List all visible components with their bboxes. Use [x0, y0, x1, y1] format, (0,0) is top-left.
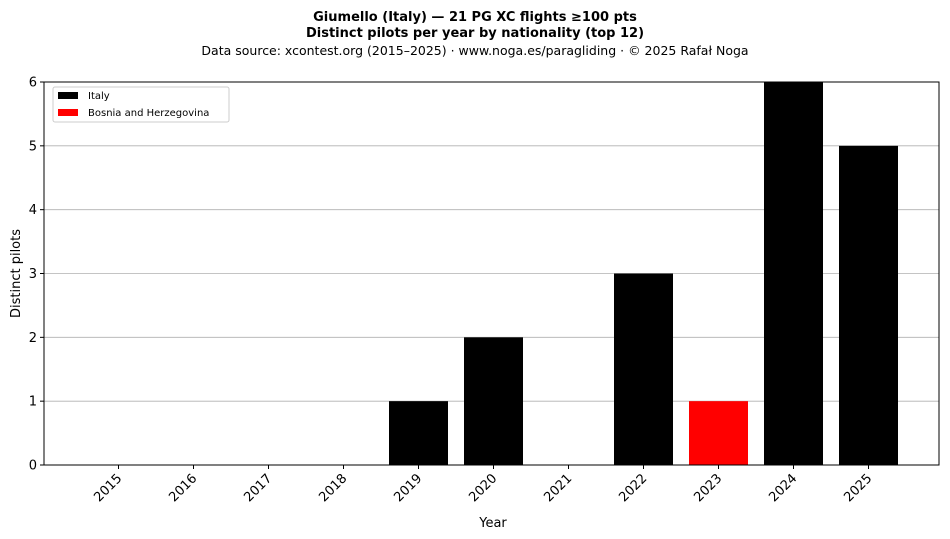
- x-tick-label: 2020: [466, 471, 500, 505]
- x-tick-label: 2018: [316, 471, 350, 505]
- x-tick-label: 2024: [766, 471, 800, 505]
- x-tick-label: 2023: [691, 471, 725, 505]
- bar-2020-italy: [464, 337, 523, 465]
- y-axis-label: Distinct pilots: [9, 229, 24, 318]
- x-axis-label: Year: [478, 516, 507, 531]
- chart-subtitle: Data source: xcontest.org (2015–2025) · …: [201, 43, 748, 58]
- bars: [389, 82, 898, 466]
- y-tick-label: 5: [29, 139, 37, 154]
- y-tick-label: 4: [29, 203, 37, 218]
- y-tick-label: 0: [29, 459, 37, 474]
- y-tick-label: 3: [29, 267, 37, 282]
- legend-label: Italy: [88, 91, 110, 102]
- y-tick-label: 2: [29, 331, 37, 346]
- y-tick-label: 6: [29, 76, 37, 91]
- x-tick-label: 2025: [841, 471, 875, 505]
- legend: Italy Bosnia and Herzegovina: [52, 86, 230, 123]
- x-axis-ticks: 2015 2016 2017 2018 2019 2020 2021 2022 2023 2024…: [91, 465, 875, 505]
- y-tick-label: 1: [29, 395, 37, 410]
- legend-swatch: [58, 109, 78, 116]
- legend-swatch: [58, 92, 78, 99]
- x-tick-label: 2022: [616, 471, 650, 505]
- x-tick-label: 2016: [166, 471, 200, 505]
- legend-label: Bosnia and Herzegovina: [88, 108, 209, 119]
- y-axis-ticks: 0 1 2 3 4 5 6: [29, 76, 44, 474]
- x-tick-label: 2021: [541, 471, 575, 505]
- legend-box: [52, 86, 230, 123]
- bar-2019-italy: [389, 401, 448, 465]
- bar-2022-italy: [614, 273, 673, 465]
- chart-title-line2: Distinct pilots per year by nationality …: [306, 26, 644, 41]
- bar-2025-italy: [839, 145, 898, 466]
- x-tick-label: 2019: [391, 471, 425, 505]
- chart-title-line1: Giumello (Italy) — 21 PG XC flights ≥100…: [313, 10, 637, 25]
- bar-2023-bosnia-and-herzegovina: [689, 401, 748, 465]
- x-tick-label: 2015: [91, 471, 125, 505]
- bar-2024-italy: [764, 82, 823, 465]
- x-tick-label: 2017: [241, 471, 275, 505]
